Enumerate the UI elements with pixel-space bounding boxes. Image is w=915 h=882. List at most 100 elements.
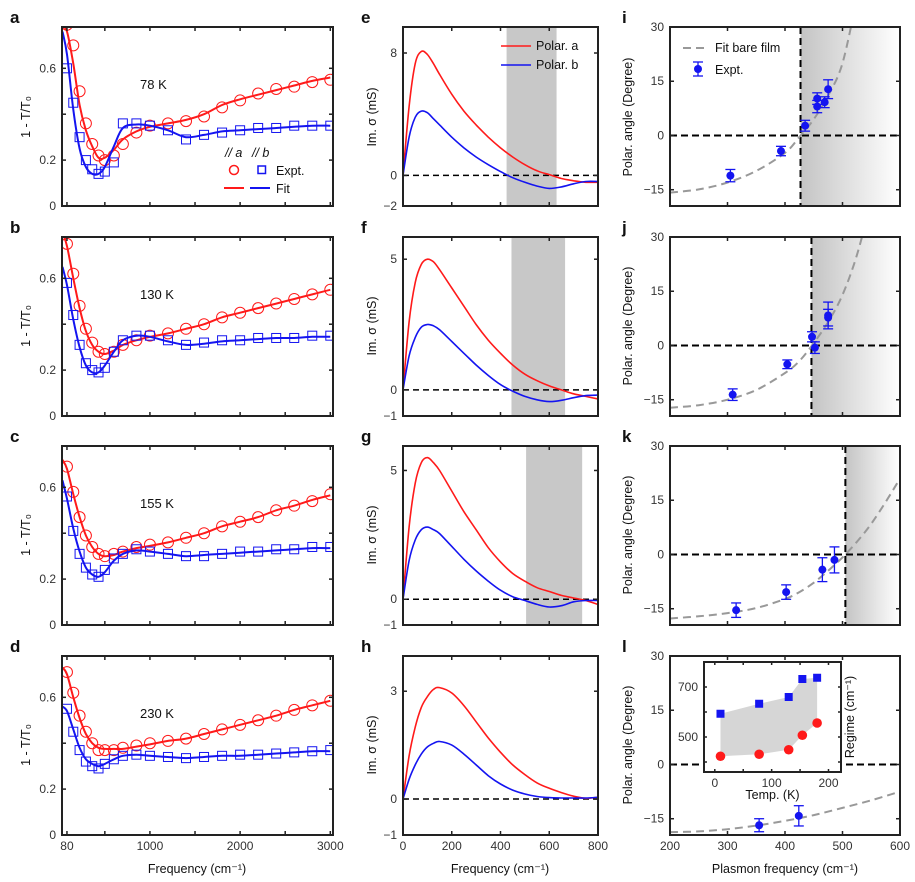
- legend-fit-label: Fit: [276, 182, 290, 196]
- temperature-label: 155 K: [140, 496, 174, 511]
- panel-i: i Fit bare film Expt. −15 0 15 30: [622, 8, 901, 207]
- expt-marker-circle: [92, 744, 105, 757]
- im-sigma-line-red: [403, 686, 598, 800]
- expt-marker-circle: [67, 686, 80, 699]
- expt-marker-square: [162, 548, 173, 559]
- expt-marker-square: [181, 551, 192, 562]
- expt-marker-square: [68, 310, 79, 321]
- expt-marker-square: [144, 546, 155, 557]
- col2-ylabel-f: Im. σ (mS): [365, 296, 379, 355]
- inset-regime-vs-temperature: 0 100 200 500 700 Temp. (K) Regime (cm⁻¹): [678, 661, 857, 802]
- panel-letter: e: [361, 8, 370, 27]
- panel-letter: j: [621, 218, 627, 237]
- col1-ylabel-a: 1 - T/T₀: [19, 96, 33, 138]
- fit-line-blue: [62, 266, 331, 375]
- expt-marker-circle: [306, 288, 319, 301]
- expt-marker-square: [99, 362, 110, 373]
- expt-marker-circle: [234, 306, 247, 319]
- expt-marker-square: [181, 753, 192, 764]
- temperature-label: 130 K: [140, 287, 174, 302]
- x-tick-label: 1000: [137, 839, 164, 853]
- legend-label-polar-b: Polar. b: [536, 58, 578, 72]
- expt-marker-circle: [67, 267, 80, 280]
- expt-marker-square: [144, 120, 155, 131]
- expt-marker-circle: [324, 283, 333, 296]
- expt-marker-square: [162, 751, 173, 762]
- negative-regime-band: [511, 237, 566, 416]
- panel-j: j −15 0 15 30: [621, 218, 901, 417]
- expt-point: [824, 313, 833, 322]
- x-tick-label: 600: [890, 839, 910, 853]
- expt-marker-square: [162, 125, 173, 136]
- expt-marker-square: [235, 335, 246, 346]
- expt-point: [820, 98, 829, 107]
- expt-marker-circle: [180, 115, 193, 128]
- x-tick-label: 500: [832, 839, 852, 853]
- plot-area: [62, 237, 333, 378]
- axes-frame: [402, 655, 599, 836]
- panel-letter: c: [10, 427, 19, 446]
- plot-area: [62, 459, 333, 582]
- plot-area: [403, 27, 598, 206]
- expt-marker-circle: [288, 499, 301, 512]
- fit-line-red: [62, 459, 331, 558]
- plot-area: [62, 666, 333, 774]
- expt-marker-circle: [180, 531, 193, 544]
- expt-marker-square: [253, 546, 264, 557]
- expt-marker-square: [235, 749, 246, 760]
- expt-marker-circle: [130, 126, 143, 139]
- expt-marker-circle: [161, 117, 174, 130]
- panel-letter: f: [361, 218, 367, 237]
- panel-letter: i: [622, 8, 627, 27]
- legend-square-marker: [257, 165, 267, 175]
- expt-marker-circle: [73, 511, 86, 524]
- expt-marker-circle: [79, 725, 92, 738]
- col2-ylabel-h: Im. σ (mS): [365, 715, 379, 774]
- plot-area: [670, 27, 900, 206]
- regime-fill: [720, 677, 818, 757]
- y-tick-label: 500: [678, 730, 698, 744]
- panel-g: g −1 0 5: [361, 427, 599, 632]
- col1-ylabel-c: 1 - T/T₀: [19, 514, 33, 556]
- expt-point: [830, 555, 839, 564]
- legend-label-b: // b: [251, 146, 269, 160]
- expt-marker-square: [217, 127, 228, 138]
- negative-regime-band: [506, 27, 557, 206]
- expt-point: [728, 390, 737, 399]
- expt-marker-square: [271, 332, 282, 343]
- y-tick-label: 15: [651, 493, 665, 507]
- plot-area: [670, 237, 900, 416]
- col2-ylabel-e: Im. σ (mS): [365, 87, 379, 146]
- x-tick-label: 0: [400, 839, 407, 853]
- axes-frame: [703, 661, 842, 773]
- expt-marker-circle: [198, 318, 211, 331]
- expt-marker-square: [307, 541, 318, 552]
- expt-marker-circle: [198, 110, 211, 123]
- expt-marker-square: [144, 330, 155, 341]
- y-tick-label: 0.6: [39, 690, 56, 704]
- y-tick-label: −15: [644, 602, 665, 616]
- expt-marker-square: [199, 551, 210, 562]
- y-tick-label: 0.2: [39, 572, 56, 586]
- expt-marker-circle: [288, 80, 301, 93]
- expt-point: [726, 171, 735, 180]
- x-tick-label: 200: [818, 776, 838, 790]
- expt-marker-square: [325, 541, 333, 552]
- x-tick-label: 200: [442, 839, 462, 853]
- y-tick-label: 15: [651, 74, 665, 88]
- expt-marker-square: [68, 525, 79, 536]
- expt-marker-circle: [306, 495, 319, 508]
- temperature-label: 230 K: [140, 706, 174, 721]
- x-tick-label: 80: [60, 839, 74, 853]
- x-tick-label: 2000: [227, 839, 254, 853]
- panel-a: a 78 K // a // b Expt. Fit 0 0.2 0.6: [10, 8, 334, 213]
- y-tick-label: −15: [644, 812, 665, 826]
- expt-marker-square: [307, 120, 318, 131]
- expt-marker-square: [117, 548, 128, 559]
- panel-c: c 155 K 0 0.2 0.6: [10, 427, 334, 632]
- y-tick-label: 0.6: [39, 480, 56, 494]
- expt-marker-circle: [98, 348, 111, 361]
- legend-label-a: // a: [224, 146, 242, 160]
- col2-ylabel-g: Im. σ (mS): [365, 505, 379, 564]
- expt-marker-square: [217, 750, 228, 761]
